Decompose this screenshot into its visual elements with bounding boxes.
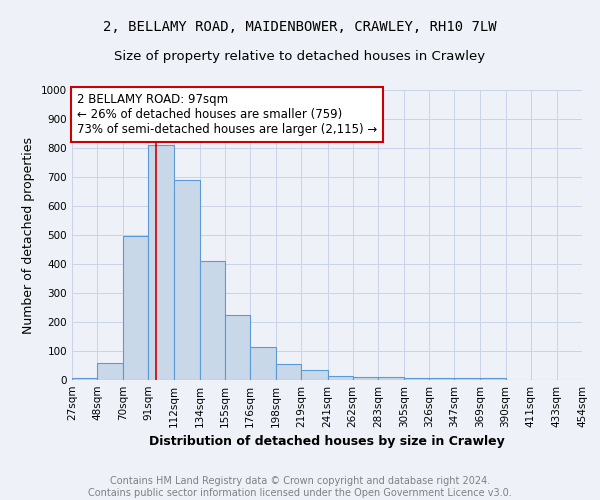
Bar: [481, 378, 506, 380]
Bar: [200, 261, 225, 380]
Bar: [429, 378, 454, 380]
Bar: [276, 364, 301, 380]
Bar: [378, 376, 404, 380]
Bar: [353, 376, 378, 380]
Bar: [225, 315, 250, 380]
Bar: [97, 364, 124, 380]
Bar: [328, 376, 353, 380]
Bar: [301, 370, 328, 380]
Y-axis label: Number of detached properties: Number of detached properties: [22, 136, 35, 334]
Bar: [173, 180, 200, 380]
Text: 2, BELLAMY ROAD, MAIDENBOWER, CRAWLEY, RH10 7LW: 2, BELLAMY ROAD, MAIDENBOWER, CRAWLEY, R…: [103, 20, 497, 34]
Text: Size of property relative to detached houses in Crawley: Size of property relative to detached ho…: [115, 50, 485, 63]
Bar: [124, 236, 148, 380]
Bar: [404, 378, 429, 380]
X-axis label: Distribution of detached houses by size in Crawley: Distribution of detached houses by size …: [149, 436, 505, 448]
Bar: [454, 378, 481, 380]
Text: 2 BELLAMY ROAD: 97sqm
← 26% of detached houses are smaller (759)
73% of semi-det: 2 BELLAMY ROAD: 97sqm ← 26% of detached …: [77, 93, 377, 136]
Bar: [250, 346, 276, 380]
Bar: [72, 378, 97, 380]
Bar: [148, 145, 173, 380]
Text: Contains HM Land Registry data © Crown copyright and database right 2024.
Contai: Contains HM Land Registry data © Crown c…: [88, 476, 512, 498]
